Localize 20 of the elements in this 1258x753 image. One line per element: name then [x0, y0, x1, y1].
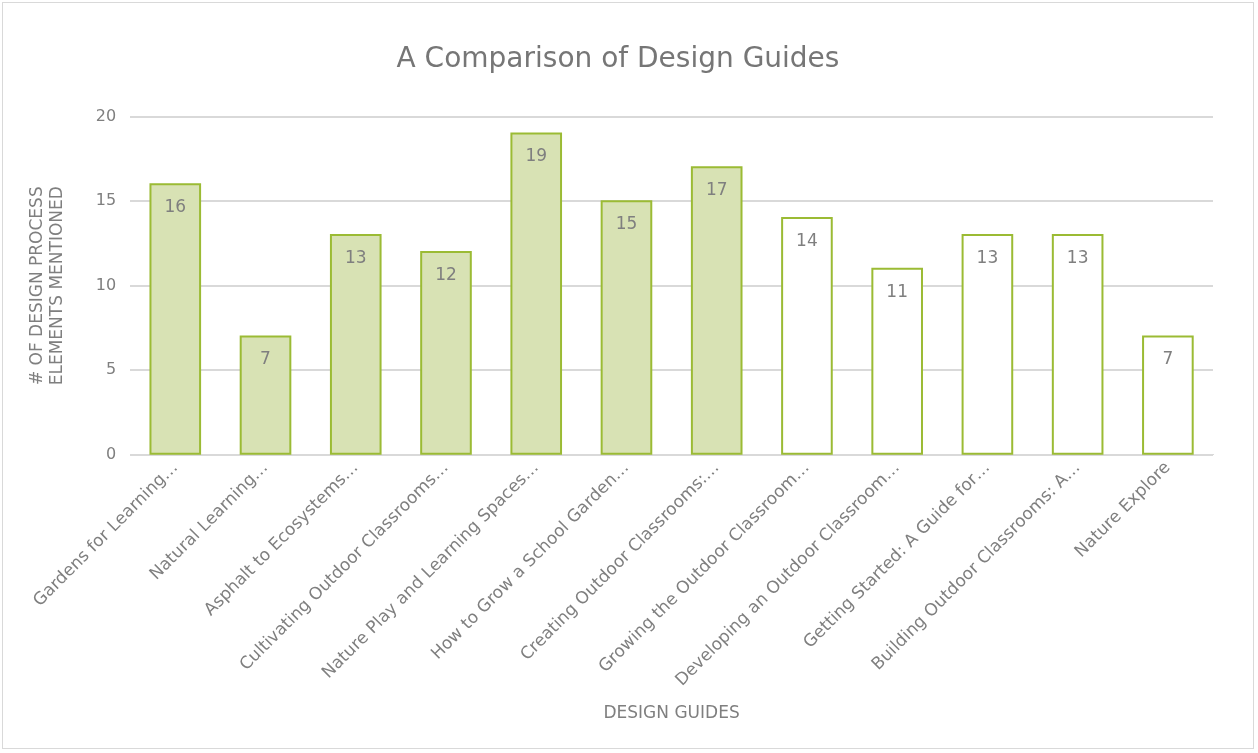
y-tick-label: 15	[95, 190, 117, 210]
data-label: 19	[525, 145, 548, 166]
data-label: 12	[435, 263, 457, 284]
y-tick-label: 0	[105, 443, 117, 463]
data-label: 16	[164, 196, 187, 217]
y-axis-title: # OF DESIGN PROCESS ELEMENTS MENTIONED	[25, 186, 67, 386]
data-label: 7	[260, 348, 271, 369]
data-label: 15	[615, 213, 638, 234]
y-tick-label: 5	[105, 359, 117, 379]
y-tick-label: 10	[95, 274, 117, 294]
data-label: 17	[705, 179, 728, 200]
data-label: 11	[886, 280, 908, 301]
data-label: 14	[796, 229, 818, 250]
data-label: 13	[344, 246, 367, 267]
data-label: 13	[976, 246, 999, 267]
data-label: 13	[1066, 246, 1089, 267]
y-tick-label: 20	[95, 105, 117, 125]
data-label: 7	[1162, 348, 1174, 369]
chart-title: A Comparison of Design Guides	[396, 41, 840, 75]
x-axis-title: DESIGN GUIDES	[603, 702, 740, 723]
